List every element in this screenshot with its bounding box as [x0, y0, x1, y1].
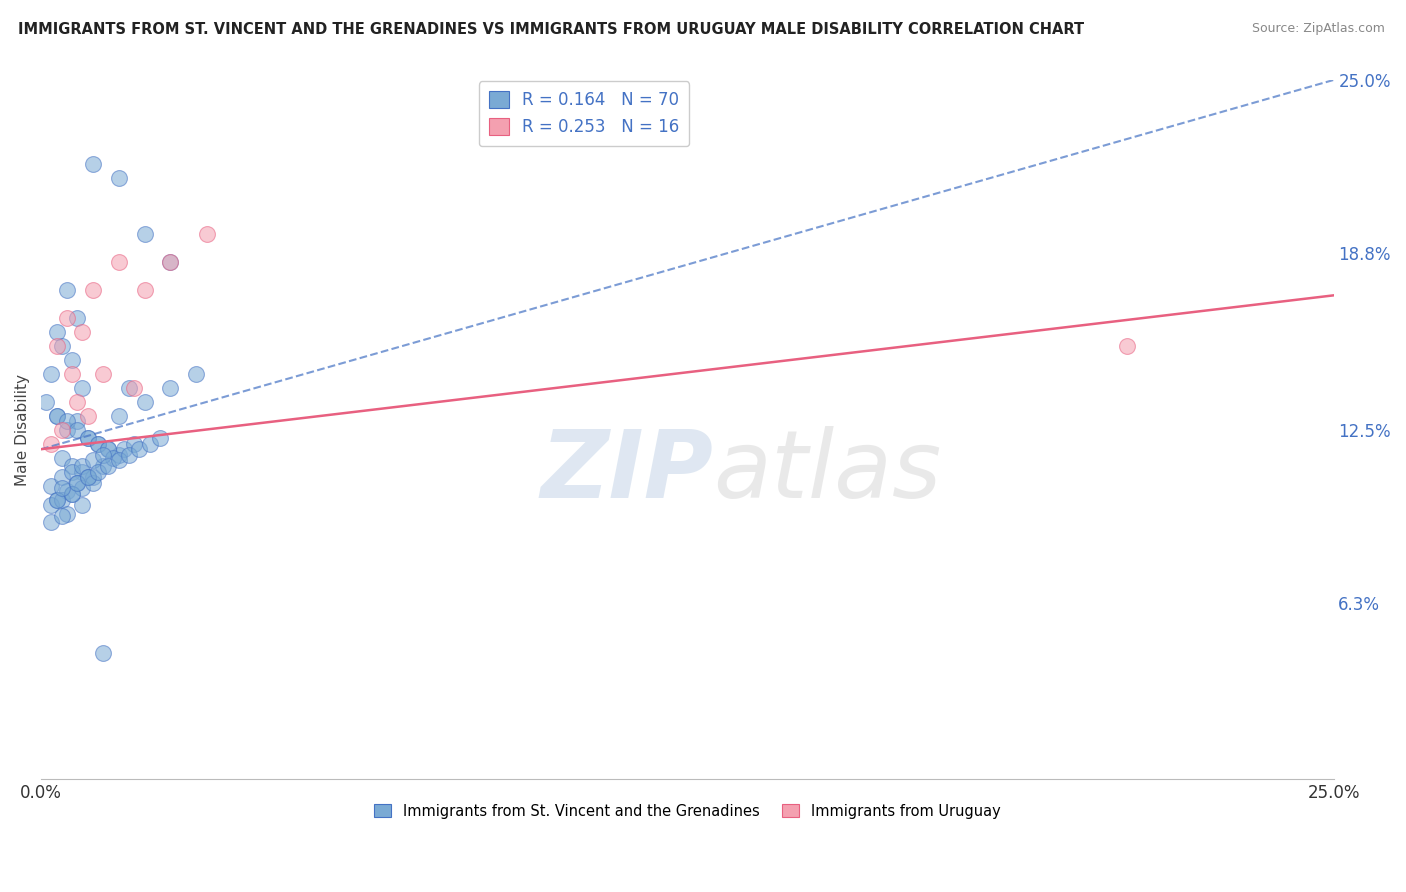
Point	[56, 283, 79, 297]
Point	[91, 367, 114, 381]
Point	[60, 487, 83, 501]
Point	[91, 448, 114, 462]
Point	[60, 352, 83, 367]
Point	[45, 409, 67, 423]
Point	[51, 481, 73, 495]
Point	[118, 448, 141, 462]
Point	[72, 458, 94, 473]
Point	[66, 475, 89, 490]
Point	[45, 409, 67, 423]
Point	[41, 478, 63, 492]
Point	[76, 470, 98, 484]
Point	[138, 436, 160, 450]
Point	[1115, 339, 1137, 353]
Point	[41, 498, 63, 512]
Point	[60, 487, 83, 501]
Point	[82, 470, 104, 484]
Point	[107, 170, 129, 185]
Point	[56, 310, 79, 325]
Point	[159, 381, 181, 395]
Point	[87, 436, 110, 450]
Point	[112, 442, 135, 457]
Point	[103, 450, 125, 465]
Point	[60, 465, 83, 479]
Point	[76, 431, 98, 445]
Point	[72, 325, 94, 339]
Point	[149, 431, 172, 445]
Point	[122, 381, 145, 395]
Point	[45, 339, 67, 353]
Point	[72, 481, 94, 495]
Point	[56, 414, 79, 428]
Point	[118, 381, 141, 395]
Point	[107, 409, 129, 423]
Point	[41, 436, 63, 450]
Point	[97, 442, 120, 457]
Point	[82, 475, 104, 490]
Point	[91, 646, 114, 660]
Point	[107, 254, 129, 268]
Point	[45, 325, 67, 339]
Y-axis label: Male Disability: Male Disability	[15, 374, 30, 485]
Point	[97, 442, 120, 457]
Point	[66, 423, 89, 437]
Point	[97, 458, 120, 473]
Point	[122, 436, 145, 450]
Point	[56, 507, 79, 521]
Point	[51, 492, 73, 507]
Point	[134, 227, 156, 241]
Point	[66, 414, 89, 428]
Point	[186, 367, 208, 381]
Point	[159, 254, 181, 268]
Text: Source: ZipAtlas.com: Source: ZipAtlas.com	[1251, 22, 1385, 36]
Point	[107, 448, 129, 462]
Point	[41, 367, 63, 381]
Text: IMMIGRANTS FROM ST. VINCENT AND THE GRENADINES VS IMMIGRANTS FROM URUGUAY MALE D: IMMIGRANTS FROM ST. VINCENT AND THE GREN…	[18, 22, 1084, 37]
Point	[45, 492, 67, 507]
Point	[76, 409, 98, 423]
Text: atlas: atlas	[713, 426, 942, 517]
Point	[51, 339, 73, 353]
Point	[82, 157, 104, 171]
Point	[60, 367, 83, 381]
Point	[87, 465, 110, 479]
Point	[56, 423, 79, 437]
Point	[107, 453, 129, 467]
Point	[60, 458, 83, 473]
Point	[51, 450, 73, 465]
Point	[41, 515, 63, 529]
Point	[134, 283, 156, 297]
Point	[35, 394, 58, 409]
Point	[195, 227, 218, 241]
Point	[66, 310, 89, 325]
Point	[159, 254, 181, 268]
Point	[76, 470, 98, 484]
Point	[51, 423, 73, 437]
Point	[45, 492, 67, 507]
Point	[87, 436, 110, 450]
Point	[56, 484, 79, 499]
Point	[72, 465, 94, 479]
Point	[72, 381, 94, 395]
Point	[134, 394, 156, 409]
Point	[72, 498, 94, 512]
Point	[51, 470, 73, 484]
Text: ZIP: ZIP	[540, 425, 713, 517]
Point	[128, 442, 150, 457]
Point	[82, 283, 104, 297]
Point	[91, 458, 114, 473]
Point	[66, 394, 89, 409]
Point	[51, 509, 73, 524]
Point	[76, 431, 98, 445]
Point	[66, 475, 89, 490]
Legend: Immigrants from St. Vincent and the Grenadines, Immigrants from Uruguay: Immigrants from St. Vincent and the Gren…	[368, 797, 1007, 824]
Point	[82, 453, 104, 467]
